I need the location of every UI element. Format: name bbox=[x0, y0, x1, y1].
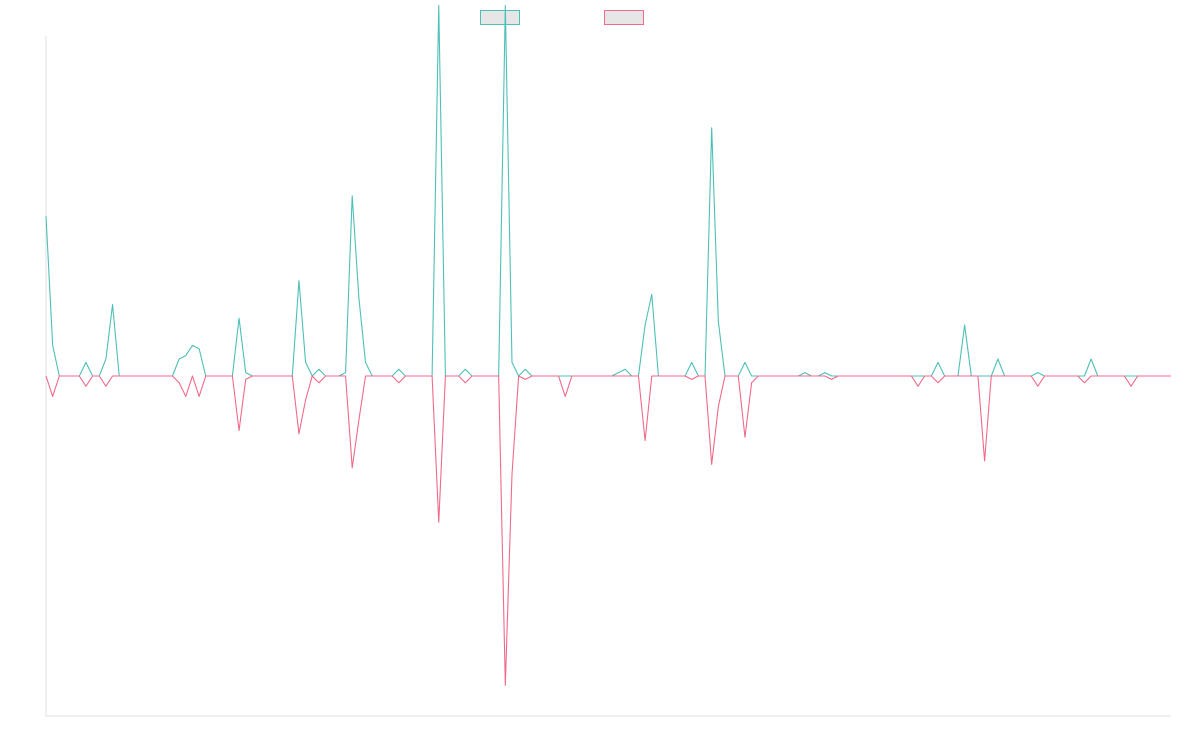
series-line-2 bbox=[45, 375, 1171, 686]
legend-swatch-series-2[interactable] bbox=[604, 10, 644, 25]
series-lines bbox=[45, 4, 1171, 686]
series-line-1 bbox=[45, 4, 1171, 377]
legend-swatch-series-1[interactable] bbox=[480, 10, 520, 25]
